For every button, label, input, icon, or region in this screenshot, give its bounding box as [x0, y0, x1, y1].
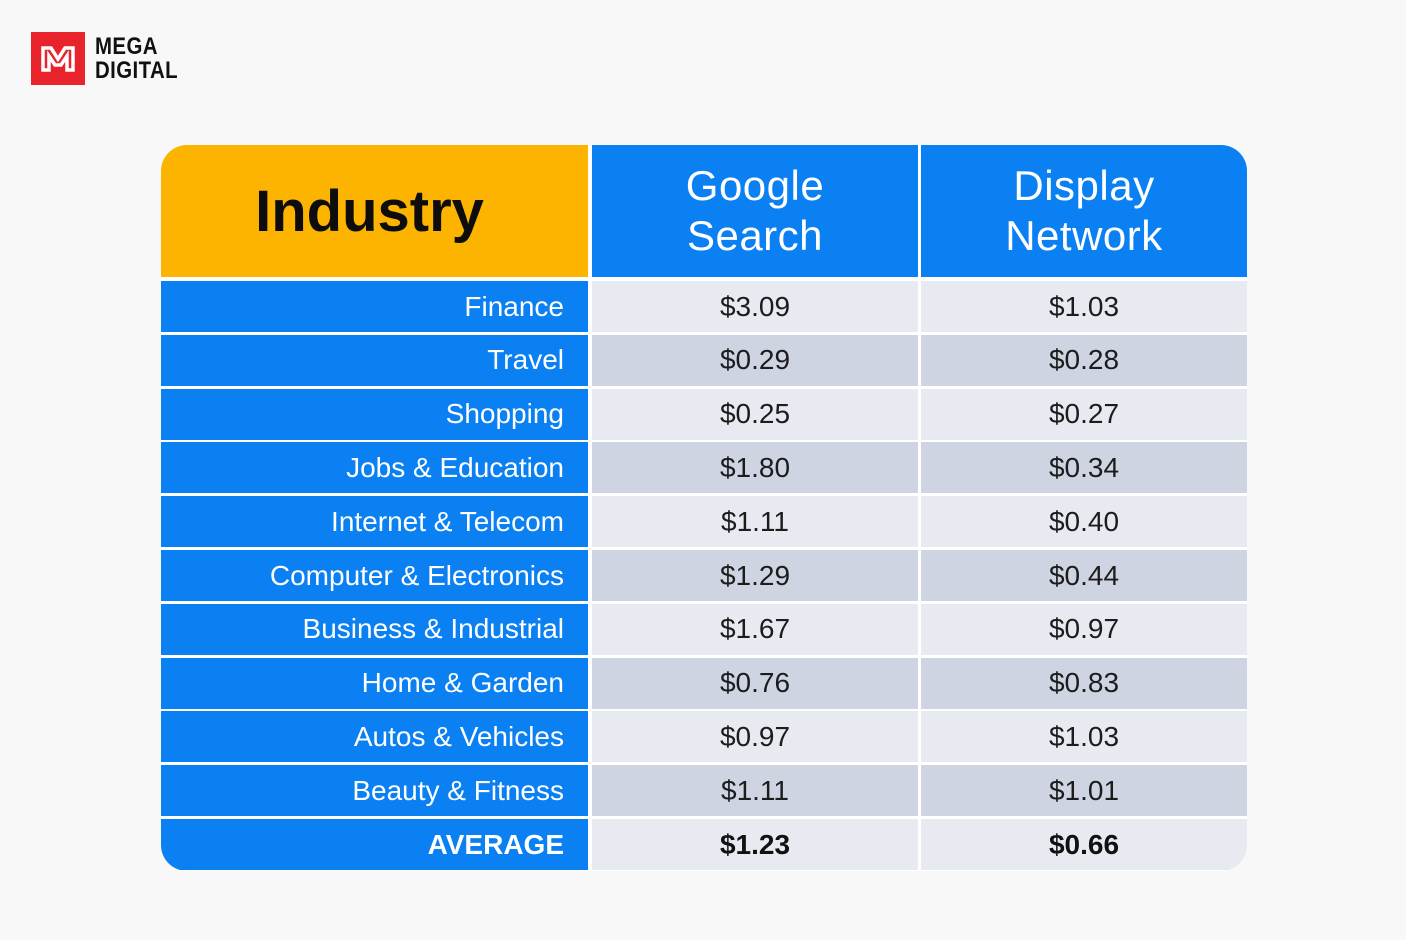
table-row: Jobs & Education $1.80 $0.34 — [161, 442, 1247, 494]
header-display-network: Display Network — [921, 145, 1247, 277]
industry-cell: Travel — [161, 334, 588, 386]
display-network-cell: $0.28 — [921, 334, 1247, 386]
display-network-cell: $1.01 — [921, 765, 1247, 817]
google-search-cell: $1.11 — [592, 496, 918, 548]
industry-cell: Beauty & Fitness — [161, 765, 588, 817]
google-search-cell: $1.29 — [592, 550, 918, 601]
industry-cell: Autos & Vehicles — [161, 711, 588, 763]
table-row: Internet & Telecom $1.11 $0.40 — [161, 496, 1247, 548]
google-search-cell: $0.29 — [592, 334, 918, 386]
display-network-cell: $0.97 — [921, 603, 1247, 655]
google-search-cell: $0.76 — [592, 657, 918, 709]
brand-logo: MEGA DIGITAL — [31, 32, 193, 85]
industry-cell: Jobs & Education — [161, 442, 588, 494]
industry-cell: Internet & Telecom — [161, 496, 588, 548]
display-network-cell: $1.03 — [921, 281, 1247, 332]
average-row: AVERAGE $1.23 $0.66 — [161, 819, 1247, 870]
industry-cell: Computer & Electronics — [161, 550, 588, 601]
display-network-cell: $0.44 — [921, 550, 1247, 601]
table-row: Business & Industrial $1.67 $0.97 — [161, 603, 1247, 655]
table-row: Finance $3.09 $1.03 — [161, 281, 1247, 332]
table-row: Beauty & Fitness $1.11 $1.01 — [161, 765, 1247, 817]
display-network-cell: $0.66 — [921, 819, 1247, 870]
display-network-cell: $0.40 — [921, 496, 1247, 548]
table-row: Home & Garden $0.76 $0.83 — [161, 657, 1247, 709]
brand-mark-icon — [31, 32, 85, 85]
cpc-table: Industry Google Search Display Network F… — [161, 145, 1247, 871]
google-search-cell: $0.97 — [592, 711, 918, 763]
google-search-cell: $1.80 — [592, 442, 918, 494]
brand-name-line1: MEGA — [95, 32, 158, 60]
industry-cell: Business & Industrial — [161, 603, 588, 655]
google-search-cell: $1.11 — [592, 765, 918, 817]
industry-cell: Finance — [161, 281, 588, 332]
google-search-cell: $0.25 — [592, 388, 918, 440]
google-search-cell: $3.09 — [592, 281, 918, 332]
google-search-cell: $1.67 — [592, 603, 918, 655]
industry-cell: Home & Garden — [161, 657, 588, 709]
header-google-search: Google Search — [592, 145, 918, 277]
brand-name: MEGA DIGITAL — [95, 32, 193, 84]
table-row: Autos & Vehicles $0.97 $1.03 — [161, 711, 1247, 763]
header-industry: Industry — [161, 145, 588, 277]
google-search-cell: $1.23 — [592, 819, 918, 870]
display-network-cell: $0.83 — [921, 657, 1247, 709]
industry-cell: Shopping — [161, 388, 588, 440]
display-network-cell: $0.34 — [921, 442, 1247, 494]
table-row: Shopping $0.25 $0.27 — [161, 388, 1247, 440]
display-network-cell: $0.27 — [921, 388, 1247, 440]
table-row: Computer & Electronics $1.29 $0.44 — [161, 550, 1247, 601]
table-row: Travel $0.29 $0.28 — [161, 334, 1247, 386]
brand-name-line2: DIGITAL — [95, 56, 179, 84]
display-network-cell: $1.03 — [921, 711, 1247, 763]
industry-cell: AVERAGE — [161, 819, 588, 870]
